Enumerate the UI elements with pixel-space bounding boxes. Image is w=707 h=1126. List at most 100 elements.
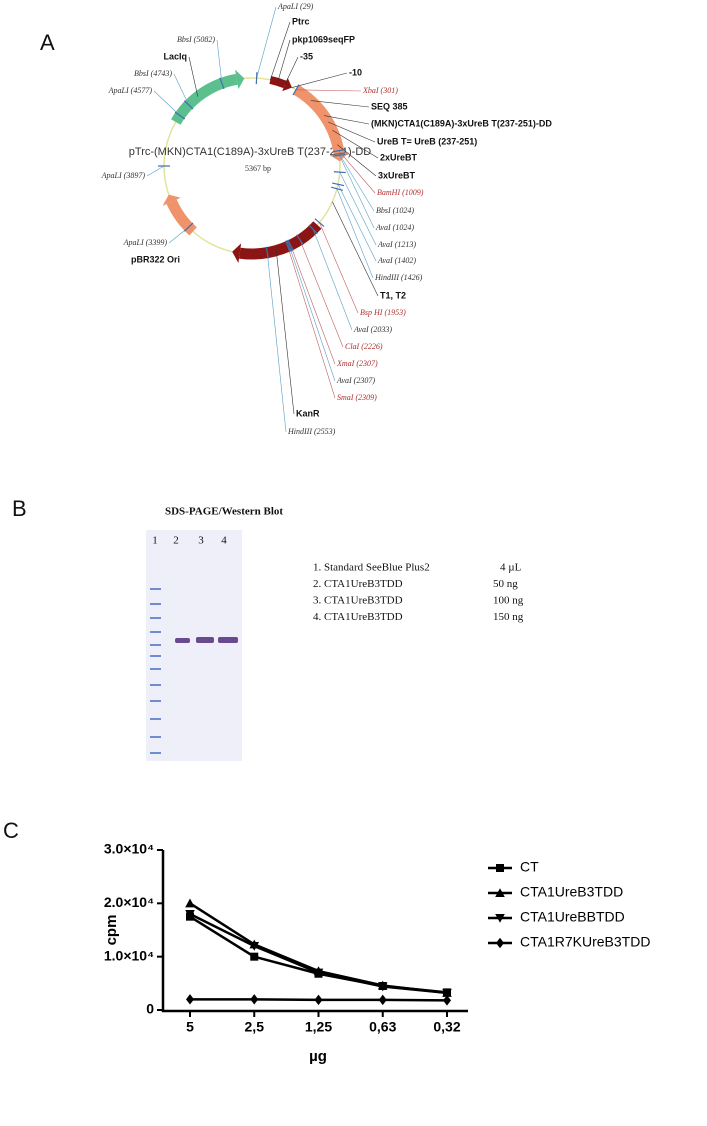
site-tick xyxy=(332,182,345,187)
site-tick xyxy=(333,171,346,174)
ladder-band xyxy=(150,718,161,720)
feature-label: KanR xyxy=(296,408,320,418)
feature-arrowhead xyxy=(232,243,242,263)
leader-line xyxy=(173,73,189,105)
site-tick xyxy=(286,240,293,252)
site-tick xyxy=(219,77,225,90)
marker xyxy=(186,994,194,1005)
legend-label: CTA1UreB3TDD xyxy=(520,884,623,900)
leader-line xyxy=(332,201,379,297)
series-line xyxy=(189,902,448,995)
feature-label: SmaI (2309) xyxy=(337,393,377,402)
ladder xyxy=(150,588,161,754)
legend-amount: 150 ng xyxy=(493,611,524,623)
legend-label: CTA1R7KUreB3TDD xyxy=(520,934,650,950)
y-tick-label: 3.0×10⁴ xyxy=(104,841,154,857)
leader-line xyxy=(266,252,287,433)
site-tick xyxy=(333,153,346,157)
site-tick xyxy=(331,186,343,191)
feature-label: BbsI (4743) xyxy=(134,69,172,78)
leader-line xyxy=(312,229,353,331)
ladder-band xyxy=(150,668,161,670)
x-tick-label: 2,5 xyxy=(245,1019,265,1035)
legend-marker xyxy=(496,937,504,949)
feature-label: XmaI (2307) xyxy=(336,359,378,368)
blot-title: SDS-PAGE/Western Blot xyxy=(165,506,283,518)
ladder-band xyxy=(150,684,161,686)
marker xyxy=(443,995,451,1006)
x-tick-label: 5 xyxy=(186,1019,194,1035)
feature-arc xyxy=(238,221,322,260)
legend-amount: 100 ng xyxy=(493,595,524,607)
site-tick xyxy=(308,224,318,235)
legend-amount: 4 µL xyxy=(500,562,522,574)
x-axis-label: µg xyxy=(309,1048,327,1065)
gel-band xyxy=(196,637,214,643)
feature-label: LacIq xyxy=(163,51,187,61)
ladder-band xyxy=(150,700,161,702)
ladder-band xyxy=(150,644,161,646)
leader-line xyxy=(324,115,370,125)
ladder-band xyxy=(150,631,161,633)
leader-line xyxy=(299,239,344,348)
leader-line xyxy=(295,89,362,92)
x-tick-label: 1,25 xyxy=(305,1019,332,1035)
x-tick-label: 0,63 xyxy=(369,1019,396,1035)
feature-label: ApaLI (4577) xyxy=(108,86,153,95)
gel-band xyxy=(218,637,238,643)
legend-sample: 4. CTA1UreB3TDD xyxy=(313,611,403,623)
feature-label: BamHI (1009) xyxy=(377,188,424,197)
lane-label: 2 xyxy=(173,535,179,547)
feature-label: AvaI (1024) xyxy=(375,223,414,232)
leader-line xyxy=(290,244,336,365)
marker xyxy=(313,968,324,978)
site-tick xyxy=(174,111,186,120)
feature-label: 3xUreBT xyxy=(378,170,416,180)
leader-line xyxy=(146,165,165,177)
lane-label: 3 xyxy=(198,535,204,547)
leader-line xyxy=(284,56,299,85)
y-tick-label: 2.0×10⁴ xyxy=(104,894,154,910)
ladder-band xyxy=(150,617,161,619)
feature-arrowhead xyxy=(162,194,181,206)
leader-line xyxy=(336,188,374,279)
feature-label: AvaI (1213) xyxy=(377,240,416,249)
leader-line xyxy=(275,250,295,415)
feature-label: ApaLI (29) xyxy=(277,2,314,11)
y-tick-label: 0 xyxy=(146,1001,154,1017)
legend-sample: 2. CTA1UreB3TDD xyxy=(313,578,403,590)
legend-label: CT xyxy=(520,859,539,875)
marker xyxy=(314,994,323,1006)
leader-line xyxy=(319,222,359,314)
feature-label: XbaI (301) xyxy=(362,86,398,95)
site-tick xyxy=(296,234,304,246)
ladder-band xyxy=(150,603,161,605)
feature-label: BbsI (1024) xyxy=(376,206,414,215)
marker xyxy=(185,910,195,919)
gel xyxy=(146,530,242,761)
legend-marker xyxy=(495,914,505,923)
leader-line xyxy=(277,39,291,82)
marker xyxy=(185,898,195,908)
site-tick xyxy=(183,222,194,232)
marker xyxy=(442,988,452,998)
legend-label: CTA1UreBBTDD xyxy=(520,909,625,925)
legend-marker xyxy=(495,888,505,897)
site-tick xyxy=(332,149,345,153)
plasmid-name: pTrc-(MKN)CTA1(C189A)-3xUreB T(237-251)-… xyxy=(129,146,372,158)
marker xyxy=(250,994,259,1005)
feature-arc xyxy=(166,199,197,236)
site-tick xyxy=(183,100,194,110)
leader-line xyxy=(216,39,223,84)
feature-arc xyxy=(269,76,287,89)
leader-line xyxy=(153,90,181,116)
leader-line xyxy=(337,184,377,262)
leader-line xyxy=(291,72,348,88)
panel-letter: B xyxy=(12,496,27,521)
site-tick xyxy=(255,72,258,85)
feature-label: BbsI (5082) xyxy=(177,35,215,44)
leader-line xyxy=(188,56,199,97)
feature-label: HindIII (2553) xyxy=(287,427,336,436)
feature-label: -35 xyxy=(300,51,313,61)
leader-line xyxy=(270,21,291,81)
